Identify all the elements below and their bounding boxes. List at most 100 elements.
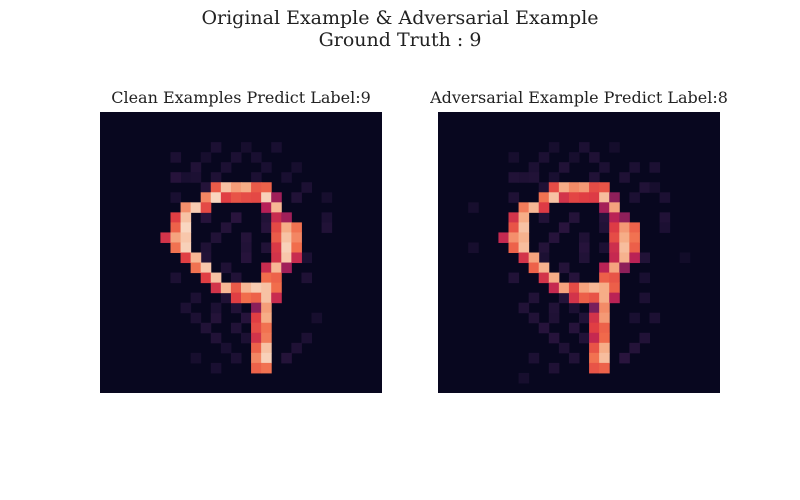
clean-heatmap-cell — [261, 332, 272, 344]
adversarial-heatmap-cell — [609, 252, 620, 264]
clean-heatmap-cell — [220, 192, 232, 203]
clean-heatmap-cell — [180, 212, 192, 223]
clean-heatmap-cell — [210, 282, 222, 294]
adversarial-heatmap-cell — [609, 242, 620, 253]
adversarial-heatmap-cell — [498, 232, 509, 243]
clean-heatmap-cell — [261, 312, 272, 324]
clean-heatmap-cell — [180, 252, 192, 264]
clean-heatmap-cell — [271, 262, 282, 274]
clean-heatmap-cell — [210, 302, 222, 314]
adversarial-heatmap-cell — [528, 202, 540, 213]
clean-heatmap-cell — [170, 232, 182, 243]
clean-heatmap-cell — [251, 302, 262, 314]
adversarial-heatmap-cell — [649, 312, 661, 324]
clean-heatmap-cell — [230, 182, 242, 193]
adversarial-example-heatmap — [438, 112, 720, 393]
adversarial-heatmap-cell — [508, 242, 520, 253]
clean-heatmap-cell — [170, 272, 182, 284]
clean-heatmap-cell — [200, 272, 212, 284]
clean-heatmap-cell — [210, 192, 222, 203]
figure-title: Original Example & Adversarial Example — [201, 7, 599, 29]
adversarial-heatmap-cell — [609, 262, 620, 274]
clean-heatmap-cell — [190, 262, 202, 274]
adversarial-heatmap-cell — [599, 272, 610, 284]
adversarial-heatmap-cell — [589, 292, 600, 304]
clean-heatmap-cell — [281, 352, 292, 364]
clean-heatmap-cell — [190, 352, 202, 364]
clean-heatmap-cell — [190, 202, 202, 213]
adversarial-heatmap-cell — [518, 172, 530, 183]
clean-heatmap-cell — [301, 252, 312, 264]
adversarial-heatmap-cell — [568, 302, 580, 314]
clean-heatmap-cell — [220, 262, 232, 274]
adversarial-heatmap-cell — [629, 312, 640, 324]
clean-heatmap-cell — [261, 292, 272, 304]
adversarial-heatmap-cell — [508, 222, 520, 233]
adversarial-heatmap-cell — [589, 352, 600, 364]
clean-heatmap-cell — [200, 182, 212, 193]
adversarial-heatmap-cell — [558, 182, 570, 193]
adversarial-heatmap-cell — [649, 182, 661, 193]
adversarial-heatmap-cell — [528, 172, 540, 183]
adversarial-heatmap-cell — [568, 192, 580, 203]
adversarial-heatmap-cell — [538, 242, 550, 253]
adversarial-heatmap-cell — [518, 242, 530, 253]
clean-heatmap-cell — [261, 162, 272, 173]
adversarial-heatmap-cell — [609, 142, 620, 153]
clean-heatmap-cell — [251, 152, 262, 163]
adversarial-heatmap-cell — [579, 182, 590, 193]
clean-heatmap-cell — [170, 152, 182, 163]
clean-heatmap-cell — [241, 182, 252, 193]
clean-heatmap-cell — [271, 242, 282, 253]
adversarial-heatmap-cell — [609, 282, 620, 294]
clean-heatmap-cell — [200, 322, 212, 334]
adversarial-heatmap-cell — [589, 172, 600, 183]
adversarial-heatmap-cell — [518, 202, 530, 213]
clean-heatmap-cell — [230, 152, 242, 163]
adversarial-heatmap-cell — [629, 162, 640, 173]
clean-heatmap-cell — [251, 332, 262, 344]
clean-heatmap-cell — [271, 282, 282, 294]
clean-heatmap-cell — [311, 312, 323, 324]
adversarial-heatmap-cell — [538, 212, 550, 223]
adversarial-heatmap-cell — [538, 252, 550, 264]
adversarial-heatmap-cell — [548, 142, 560, 153]
clean-heatmap-cell — [261, 212, 272, 223]
adversarial-heatmap-cell — [548, 312, 560, 324]
clean-heatmap-cell — [271, 252, 282, 264]
clean-heatmap-cell — [251, 282, 262, 294]
adversarial-heatmap-cell — [609, 222, 620, 233]
adversarial-heatmap-cell — [568, 282, 580, 294]
adversarial-heatmap-cell — [568, 322, 580, 334]
clean-heatmap-cell — [261, 282, 272, 294]
adversarial-heatmap-cell — [639, 332, 650, 344]
adversarial-heatmap-cell — [609, 202, 620, 213]
adversarial-heatmap-cell — [609, 192, 620, 203]
clean-panel-title: Clean Examples Predict Label:9 — [111, 88, 371, 107]
adversarial-heatmap-cell — [579, 232, 590, 243]
clean-heatmap-cell — [180, 172, 192, 183]
adversarial-heatmap-cell — [609, 272, 620, 284]
adversarial-heatmap-svg — [438, 112, 720, 393]
adversarial-heatmap-cell — [508, 212, 520, 223]
clean-heatmap-cell — [321, 222, 333, 233]
adversarial-heatmap-cell — [599, 342, 610, 354]
clean-heatmap-cell — [321, 212, 333, 223]
adversarial-heatmap-cell — [599, 162, 610, 173]
adversarial-heatmap-cell — [579, 282, 590, 294]
adversarial-heatmap-cell — [558, 282, 570, 294]
clean-heatmap-cell — [261, 242, 272, 253]
clean-heatmap-cell — [301, 332, 312, 344]
adversarial-heatmap-cell — [548, 332, 560, 344]
clean-heatmap-cell — [200, 242, 212, 253]
adversarial-heatmap-cell — [589, 362, 600, 374]
adversarial-heatmap-cell — [548, 302, 560, 314]
adversarial-heatmap-cell — [619, 242, 630, 253]
adversarial-heatmap-cell — [599, 202, 610, 213]
adversarial-heatmap-cell — [599, 292, 610, 304]
adversarial-heatmap-cell — [579, 252, 590, 264]
clean-heatmap-cell — [160, 232, 171, 243]
adversarial-heatmap-cell — [518, 252, 530, 264]
clean-heatmap-cell — [251, 192, 262, 203]
adversarial-heatmap-cell — [589, 342, 600, 354]
